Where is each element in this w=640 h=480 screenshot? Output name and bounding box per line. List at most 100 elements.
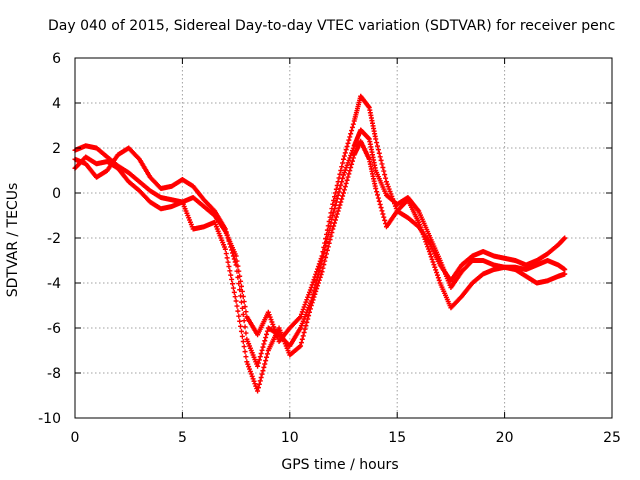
data-point	[325, 244, 331, 250]
data-point	[344, 144, 350, 149]
data-point	[383, 175, 389, 181]
data-point	[227, 241, 233, 247]
data-point	[347, 168, 353, 174]
data-point	[366, 104, 372, 110]
data-point	[312, 291, 318, 297]
data-point	[422, 236, 428, 242]
data-point	[267, 314, 273, 320]
data-point	[232, 259, 238, 265]
data-point	[332, 202, 338, 208]
data-point	[238, 299, 244, 305]
data-point	[419, 229, 425, 235]
data-point	[301, 330, 307, 335]
data-point	[332, 217, 338, 223]
data-point	[323, 255, 329, 260]
data-point	[342, 167, 348, 173]
data-point	[379, 208, 385, 214]
data-point	[344, 162, 350, 168]
data-point	[229, 247, 235, 253]
data-point	[339, 196, 345, 202]
data-point	[375, 192, 381, 198]
data-point	[349, 158, 355, 164]
data-point	[321, 262, 327, 268]
data-point	[300, 306, 306, 312]
grid-lines	[75, 58, 612, 418]
data-point	[302, 302, 308, 308]
data-point	[224, 232, 230, 238]
data-point	[424, 241, 430, 247]
data-point	[259, 347, 265, 353]
data-point	[243, 309, 249, 315]
data-point	[256, 357, 262, 363]
y-axis-label: SDTVAR / TECUs	[5, 182, 21, 298]
data-point	[341, 187, 347, 193]
y-tick-label: -2	[47, 231, 61, 247]
data-point	[234, 268, 240, 274]
y-tick-label: -8	[47, 366, 61, 382]
data-point	[375, 143, 381, 149]
data-point	[375, 195, 381, 201]
data-point	[426, 249, 432, 254]
axis-ticks: 0 5 10 15 20 25 -10 -8 -6 -4 -2 0 2 4 6	[38, 51, 621, 446]
data-point	[298, 314, 304, 320]
data-point	[240, 312, 246, 317]
data-point	[255, 388, 261, 394]
data-point	[255, 385, 261, 391]
data-point	[374, 189, 380, 195]
data-point	[318, 272, 324, 278]
data-point	[253, 383, 259, 389]
data-point	[432, 264, 438, 270]
data-point	[434, 272, 440, 278]
data-point	[428, 254, 434, 260]
data-point	[340, 193, 346, 199]
data-points	[72, 93, 568, 394]
data-point	[224, 255, 230, 261]
data-point	[327, 237, 333, 243]
data-point	[259, 371, 265, 377]
data-point	[226, 238, 232, 244]
data-point	[323, 239, 329, 245]
data-point	[562, 267, 568, 272]
data-point	[322, 246, 328, 252]
x-tick-label: 15	[388, 430, 406, 446]
data-point	[349, 124, 355, 130]
data-point	[228, 272, 234, 278]
data-point	[349, 128, 355, 134]
data-point	[326, 240, 332, 246]
data-point	[306, 292, 312, 298]
data-point	[303, 299, 309, 305]
data-point	[223, 251, 229, 257]
data-point	[382, 172, 388, 178]
data-point	[323, 243, 329, 248]
data-point	[257, 378, 263, 384]
chart-title: Day 040 of 2015, Sidereal Day-to-day VTE…	[0, 18, 640, 38]
chart-title-text: Day 040 of 2015, Sidereal Day-to-day VTE…	[48, 18, 616, 34]
data-point	[435, 275, 441, 281]
data-point	[299, 336, 305, 342]
data-point	[262, 361, 268, 367]
data-point	[225, 235, 231, 241]
y-tick-label: 0	[52, 186, 61, 202]
x-tick-label: 5	[178, 430, 187, 446]
data-point	[252, 381, 258, 387]
data-point	[336, 189, 342, 195]
data-point	[230, 250, 236, 256]
data-point	[384, 181, 390, 187]
data-point	[270, 321, 276, 327]
y-tick-label: 4	[52, 96, 61, 112]
data-point	[242, 324, 248, 330]
data-point	[303, 323, 309, 329]
data-point	[418, 227, 424, 233]
data-point	[379, 161, 385, 167]
data-point	[307, 287, 313, 293]
data-point	[332, 206, 338, 212]
data-point	[330, 226, 336, 232]
x-tick-label: 20	[496, 430, 514, 446]
series-track-2	[72, 127, 568, 369]
data-point	[324, 235, 330, 241]
data-point	[319, 269, 325, 275]
data-point	[337, 171, 343, 177]
data-point	[345, 140, 351, 146]
x-axis-label: GPS time / hours	[281, 457, 399, 473]
